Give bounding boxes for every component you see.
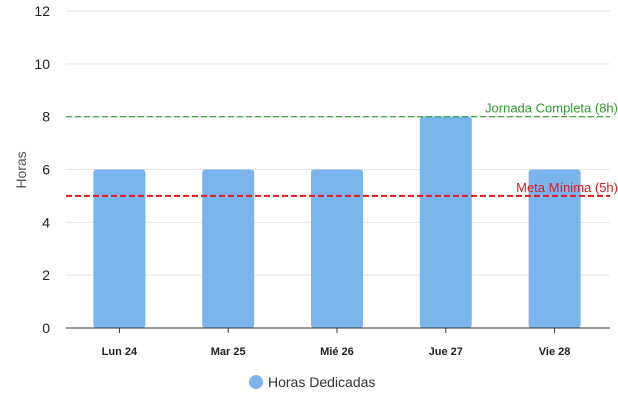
y-axis-label: Horas	[13, 151, 29, 188]
reference-lines: Jornada Completa (8h) Meta Mínima (5h)	[66, 101, 618, 197]
x-tick-label: Vie 28	[539, 346, 571, 358]
y-tick-label: 8	[42, 109, 50, 125]
bar	[202, 169, 255, 328]
y-tick-label: 0	[42, 320, 50, 336]
reference-line-label: Jornada Completa (8h)	[485, 101, 618, 116]
bars	[93, 116, 581, 329]
x-axis-ticks: Lun 24 Mar 25 Mié 26 Jue 27 Vie 28	[102, 328, 571, 358]
x-tick-label: Jue 27	[429, 346, 463, 358]
x-tick-label: Mar 25	[211, 346, 246, 358]
legend-swatch	[249, 375, 263, 389]
bar	[528, 169, 581, 328]
y-tick-label: 10	[34, 56, 50, 72]
bar	[419, 116, 472, 329]
legend-label: Horas Dedicadas	[268, 374, 375, 390]
reference-line-label: Meta Mínima (5h)	[516, 180, 618, 195]
bar	[311, 169, 363, 328]
x-tick-label: Mié 26	[320, 346, 354, 358]
y-axis-ticks: 0 2 4 6 8 10 12	[34, 3, 50, 336]
x-tick-label: Lun 24	[102, 346, 138, 358]
y-tick-label: 4	[42, 214, 50, 230]
y-tick-label: 12	[34, 3, 50, 19]
y-tick-label: 6	[42, 162, 50, 178]
y-tick-label: 2	[42, 267, 50, 283]
bar	[93, 169, 146, 328]
legend[interactable]: Horas Dedicadas	[249, 374, 375, 390]
